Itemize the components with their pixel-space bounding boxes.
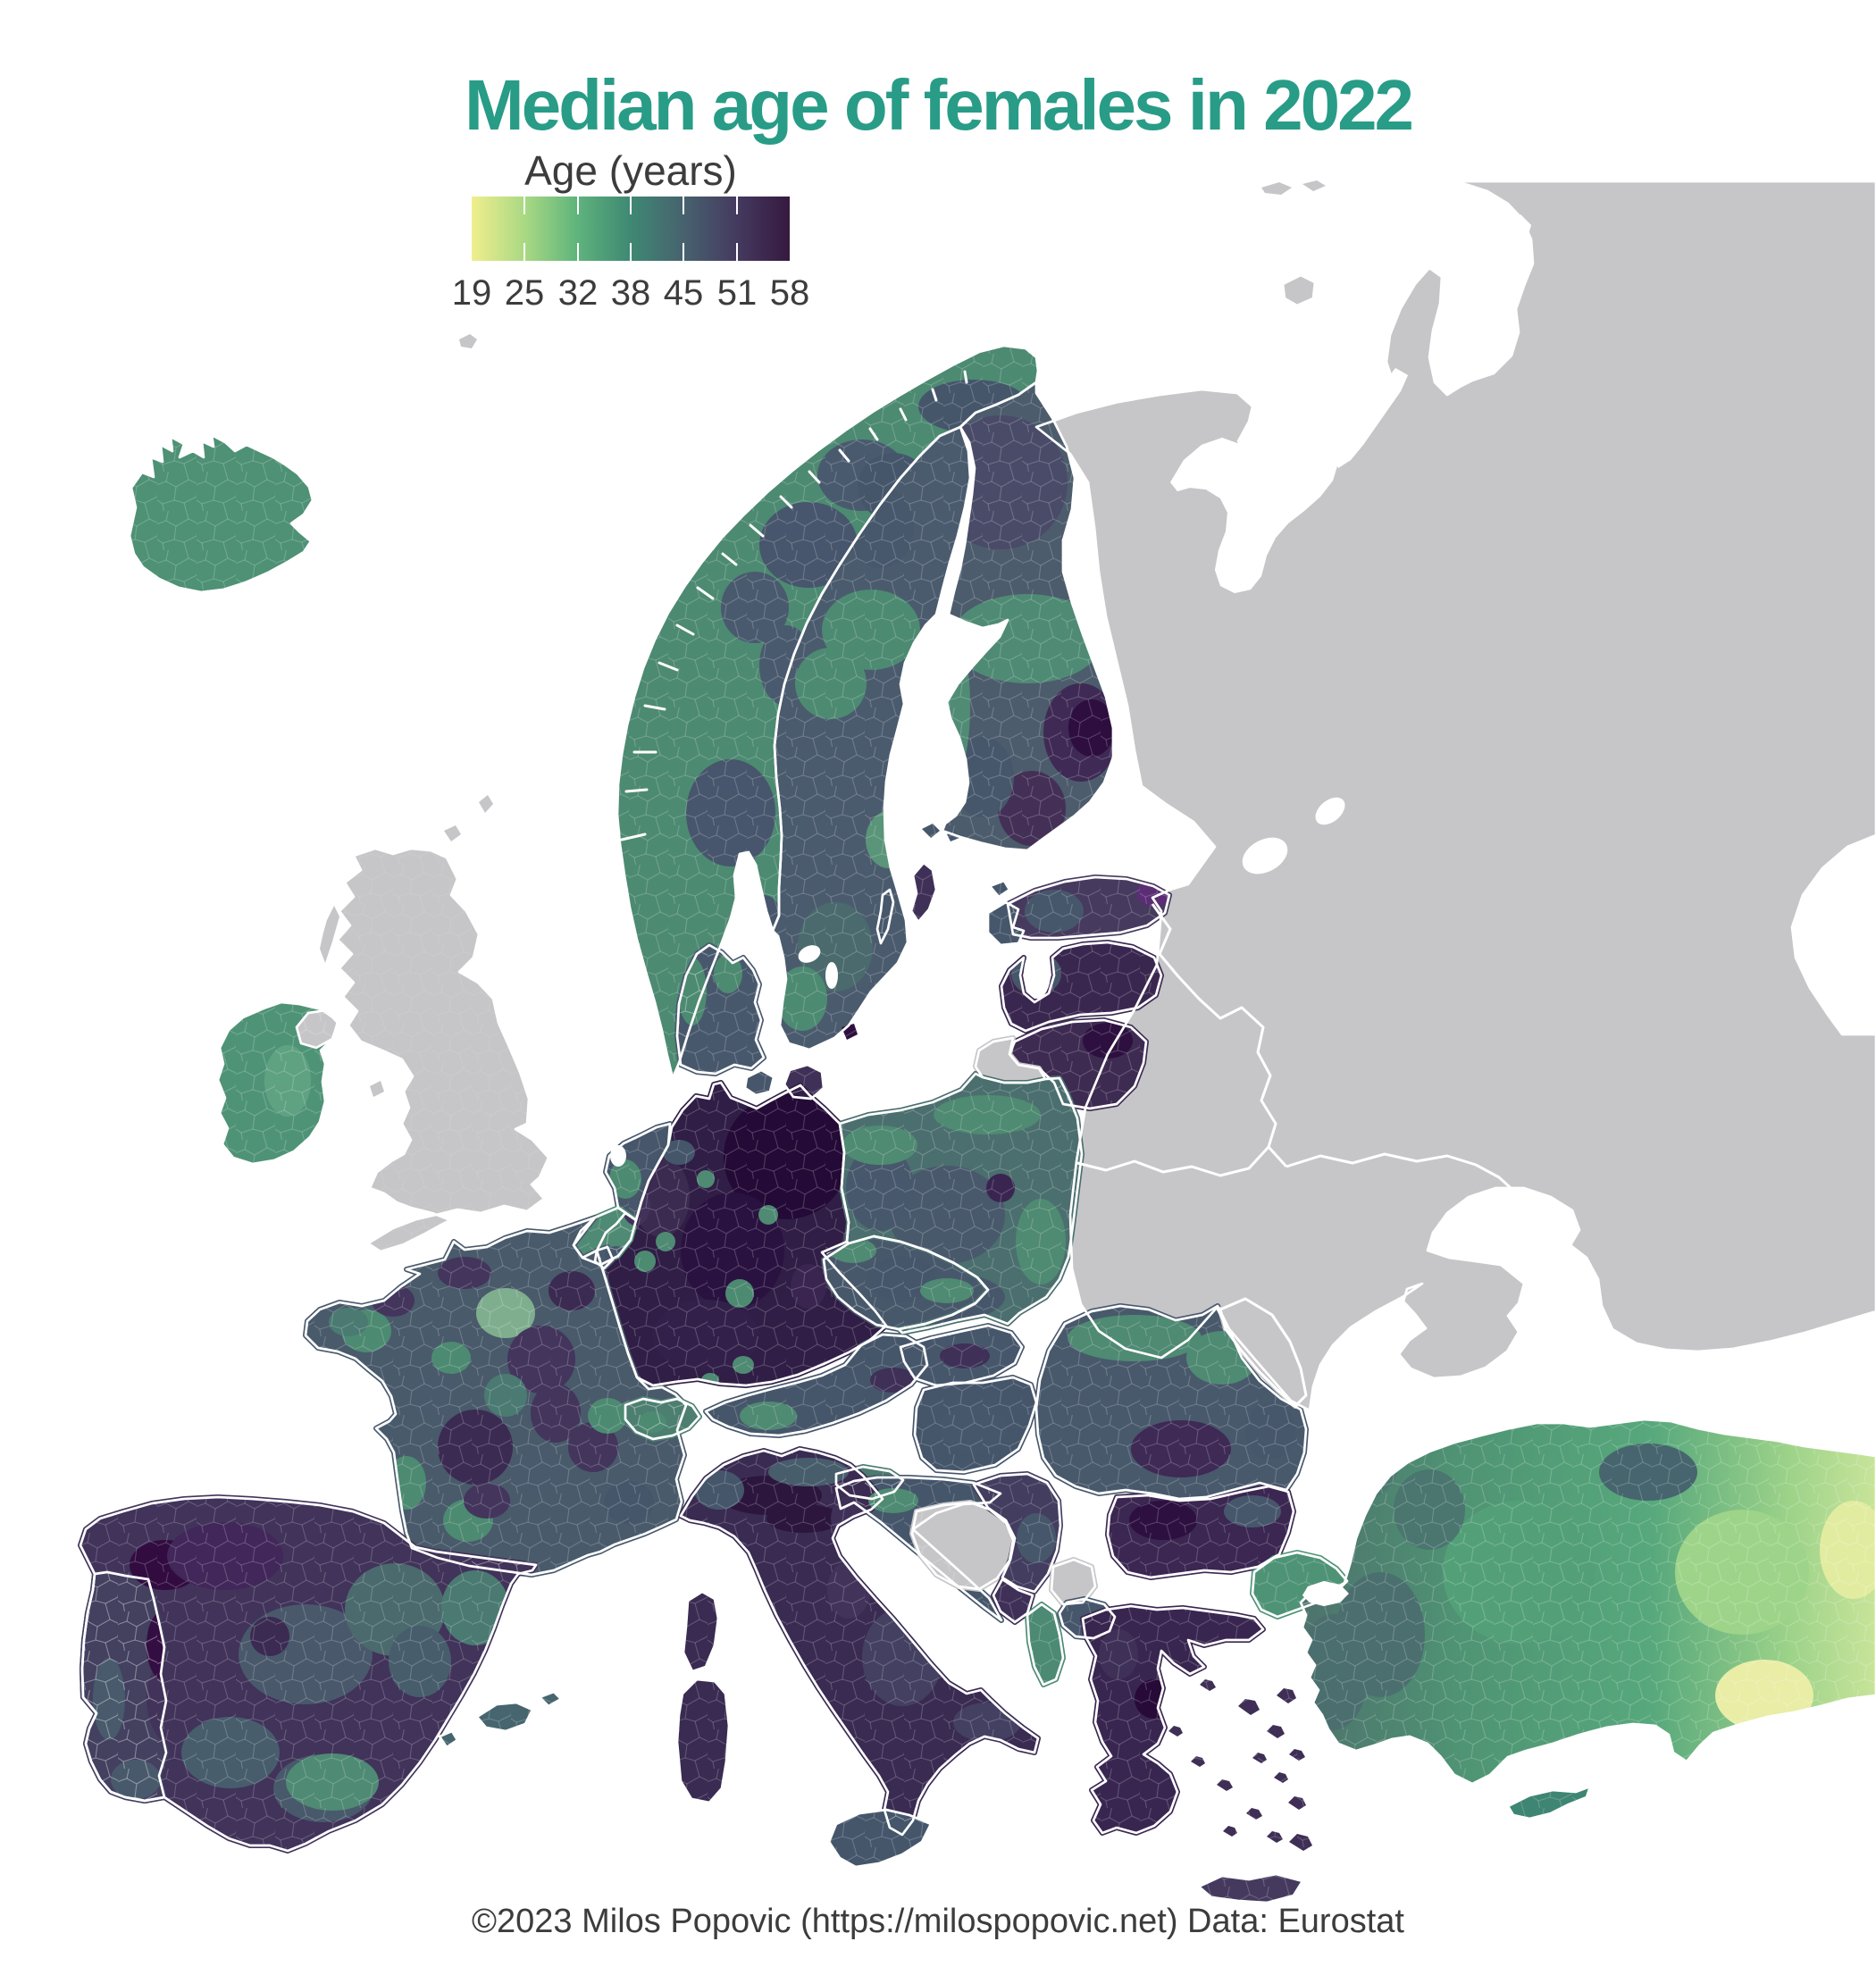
svg-text:19: 19 — [452, 273, 492, 313]
svg-text:Age (years): Age (years) — [524, 147, 737, 194]
svg-text:©2023 Milos Popovic (https://m: ©2023 Milos Popovic (https://milospopovi… — [472, 1903, 1404, 1940]
svg-text:45: 45 — [664, 273, 704, 313]
svg-text:25: 25 — [505, 273, 545, 313]
svg-text:58: 58 — [770, 273, 810, 313]
svg-text:38: 38 — [611, 273, 651, 313]
svg-text:Median age of females in 2022: Median age of females in 2022 — [465, 65, 1412, 145]
svg-text:51: 51 — [717, 273, 758, 313]
svg-text:32: 32 — [558, 273, 599, 313]
